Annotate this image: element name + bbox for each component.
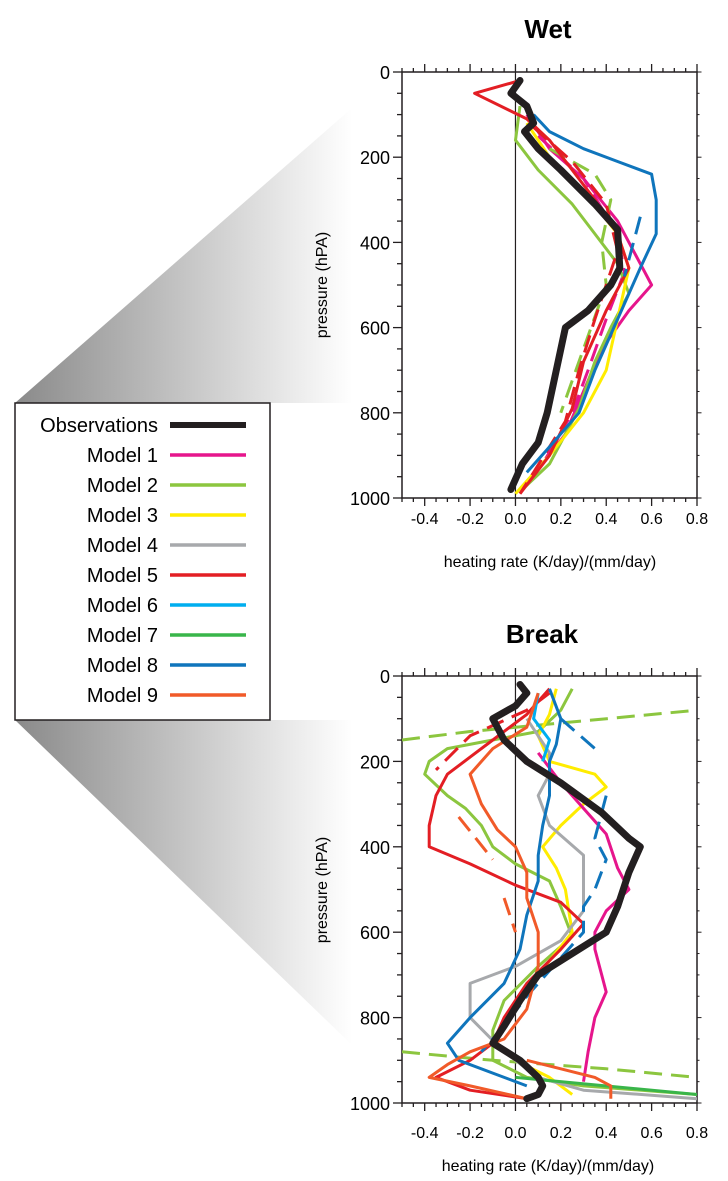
x-tick-label: 0.6 [640, 511, 662, 528]
series-line-model-7 [515, 1075, 697, 1096]
series-line-model-8 [559, 717, 596, 750]
series-line-model-9 [502, 897, 517, 933]
series-line-model-5 [427, 687, 585, 1101]
series-group-wet [473, 72, 658, 498]
series-line-model-8 [525, 113, 658, 474]
connector-wedge-bottom [15, 720, 352, 1045]
y-axis-label-break: pressure (hPA) [314, 837, 331, 943]
x-tick-label: -0.4 [411, 511, 439, 528]
y-tick-label: 0 [380, 667, 390, 687]
y-tick-label: 400 [360, 838, 390, 858]
x-tick-label: 0.6 [640, 1125, 662, 1142]
series-clip-wet [473, 72, 658, 498]
x-tick-label: 0.4 [595, 511, 617, 528]
y-tick-label: 200 [360, 148, 390, 168]
x-tick-label: 0.2 [550, 511, 572, 528]
series-line-model-8 [622, 216, 642, 277]
x-tick-label: 0.8 [686, 511, 708, 528]
legend: Observations Model 1 Model 2 Model 3 Model 4… [14, 402, 271, 721]
legend-label: Model 4 [87, 535, 158, 557]
chart-title-break: Break [506, 619, 579, 649]
series-line-observations [507, 77, 624, 493]
plot-frame-wet [401, 71, 698, 499]
connector-wedge-top [15, 108, 352, 403]
series-line-model-6 [532, 692, 551, 762]
x-tick-label: 0.2 [550, 1125, 572, 1142]
x-tick-label: -0.2 [456, 511, 484, 528]
series-line-model-5 [518, 126, 620, 495]
legend-label: Observations [40, 415, 158, 437]
y-axis-label-wet: pressure (hPA) [314, 232, 331, 338]
y-tick-label: 1000 [350, 489, 390, 509]
x-ticks-break: -0.4 -0.2 0.0 0.2 0.4 0.6 0.8 [401, 668, 708, 1142]
y-ticks-break: 0 200 400 600 800 1000 [350, 667, 702, 1114]
legend-entries: Observations Model 1 Model 2 Model 3 Model 4… [40, 415, 246, 707]
legend-label: Model 6 [87, 595, 158, 617]
legend-label: Model 1 [87, 445, 158, 467]
y-ticks-wet: 0 200 400 600 800 1000 [350, 63, 702, 509]
series-line-model-9 [427, 692, 540, 1101]
y-tick-label: 1000 [350, 1094, 390, 1114]
series-line-model-8 [445, 688, 563, 1088]
y-tick-label: 600 [360, 923, 390, 943]
legend-label: Model 7 [87, 625, 158, 647]
x-ticks-wet: -0.4 -0.2 0.0 0.2 0.4 0.6 0.8 [401, 64, 708, 528]
x-tick-label: 0.0 [504, 1125, 526, 1142]
legend-label: Model 2 [87, 475, 158, 497]
y-tick-label: 0 [380, 63, 390, 83]
y-tick-label: 600 [360, 319, 390, 339]
legend-label: Model 3 [87, 505, 158, 527]
series-line-observations [489, 681, 644, 1103]
series-line-model-1 [537, 751, 631, 1082]
series-line-model-2 [402, 708, 697, 742]
x-axis-label-break: heating rate (K/day)/(mm/day) [442, 1158, 655, 1175]
x-tick-label: 0.8 [686, 1125, 708, 1142]
legend-label: Model 5 [87, 565, 158, 587]
y-tick-label: 400 [360, 233, 390, 253]
series-group-break [402, 676, 697, 1103]
chart-title-wet: Wet [524, 14, 572, 44]
y-tick-label: 800 [360, 1009, 390, 1029]
chart-panel-wet: Wet 0 200 400 600 800 1000 -0.4 -0.2 0.0 0.2 0.4 0… [314, 14, 708, 571]
series-clip-break [402, 676, 697, 1103]
chart-panel-break: Break 0 200 400 600 800 1000 -0.4 -0.2 0.0 0.2 0.… [314, 619, 708, 1175]
x-tick-label: 0.4 [595, 1125, 617, 1142]
y-tick-label: 200 [360, 752, 390, 772]
legend-label: Model 8 [87, 655, 158, 677]
series-line-model-9 [457, 815, 494, 861]
x-tick-label: -0.2 [456, 1125, 484, 1142]
legend-label: Model 9 [87, 685, 158, 707]
x-tick-label: 0.0 [504, 511, 526, 528]
y-tick-label: 800 [360, 404, 390, 424]
series-line-model-2 [548, 147, 613, 414]
x-tick-label: -0.4 [411, 1125, 439, 1142]
x-axis-label-wet: heating rate (K/day)/(mm/day) [444, 554, 657, 571]
series-line-model-9 [526, 1058, 613, 1099]
plot-area-wet [401, 71, 698, 499]
